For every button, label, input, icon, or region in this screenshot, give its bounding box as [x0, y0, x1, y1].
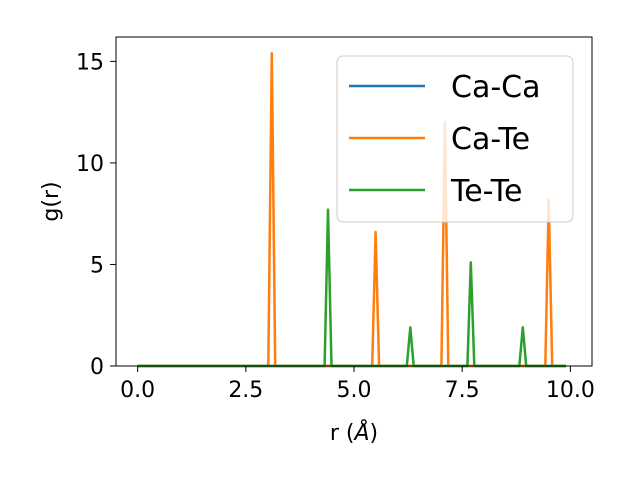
x-tick-label: 10.0 — [546, 378, 595, 403]
legend-box — [336, 55, 574, 223]
y-axis-label: g(r) — [39, 181, 64, 221]
x-axis-label-unit: Å — [352, 419, 369, 446]
x-tick-label: 5.0 — [337, 378, 372, 403]
x-tick-label: 0.0 — [120, 378, 155, 403]
x-tick-label: 7.5 — [445, 378, 480, 403]
y-tick-label: 0 — [90, 355, 104, 380]
legend-label: Ca-Te — [451, 122, 530, 157]
x-axis: 0.0 2.5 5.0 7.5 10.0 — [120, 366, 595, 403]
legend-label: Ca-Ca — [451, 70, 541, 105]
legend: Ca-Ca Ca-Te Te-Te — [336, 55, 574, 223]
y-axis: 0 5 10 15 — [76, 50, 116, 380]
y-tick-label: 10 — [76, 152, 104, 177]
legend-label: Te-Te — [450, 174, 522, 209]
x-axis-label-prefix: r ( — [330, 421, 355, 446]
y-tick-label: 15 — [76, 50, 104, 75]
y-tick-label: 5 — [90, 253, 104, 278]
x-tick-label: 2.5 — [228, 378, 263, 403]
x-axis-label: r (Å) — [330, 419, 378, 446]
x-axis-label-suffix: ) — [370, 421, 379, 446]
